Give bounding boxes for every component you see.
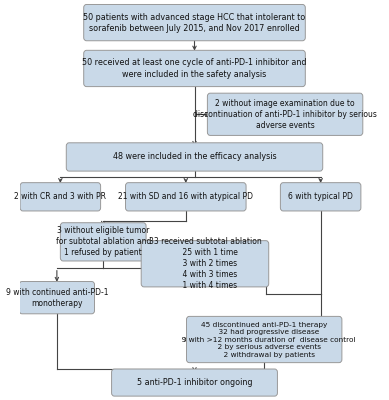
- FancyBboxPatch shape: [84, 4, 305, 41]
- FancyBboxPatch shape: [280, 183, 361, 211]
- FancyBboxPatch shape: [66, 143, 323, 171]
- FancyBboxPatch shape: [112, 369, 277, 396]
- Text: 50 received at least one cycle of anti-PD-1 inhibitor and
were included in the s: 50 received at least one cycle of anti-P…: [82, 58, 307, 78]
- FancyBboxPatch shape: [20, 183, 101, 211]
- FancyBboxPatch shape: [207, 93, 363, 136]
- Text: 2 without image examination due to
discontinuation of anti-PD-1 inhibitor by ser: 2 without image examination due to disco…: [193, 99, 377, 130]
- Text: 6 with typical PD: 6 with typical PD: [288, 192, 353, 201]
- Text: 5 anti-PD-1 inhibitor ongoing: 5 anti-PD-1 inhibitor ongoing: [137, 378, 252, 387]
- Text: 21 with SD and 16 with atypical PD: 21 with SD and 16 with atypical PD: [118, 192, 253, 201]
- Text: 2 with CR and 3 with PR: 2 with CR and 3 with PR: [14, 192, 106, 201]
- FancyBboxPatch shape: [186, 316, 342, 363]
- Text: 3 without eligible tumor
for subtotal ablation and
1 refused by patient: 3 without eligible tumor for subtotal ab…: [56, 226, 151, 258]
- Text: 33 received subtotal ablation
    25 with 1 time
    3 with 2 times
    4 with 3: 33 received subtotal ablation 25 with 1 …: [149, 237, 261, 290]
- Text: 48 were included in the efficacy analysis: 48 were included in the efficacy analysi…: [113, 152, 276, 162]
- FancyBboxPatch shape: [60, 223, 146, 261]
- Text: 50 patients with advanced stage HCC that intolerant to
sorafenib between July 20: 50 patients with advanced stage HCC that…: [83, 12, 306, 33]
- FancyBboxPatch shape: [126, 183, 246, 211]
- FancyBboxPatch shape: [19, 282, 95, 314]
- FancyBboxPatch shape: [141, 241, 269, 287]
- Text: 9 with continued anti-PD-1
monotherapy: 9 with continued anti-PD-1 monotherapy: [5, 288, 108, 308]
- Text: 45 discontinued anti-PD-1 therapy
    32 had progressive disease
    9 with >12 : 45 discontinued anti-PD-1 therapy 32 had…: [172, 322, 356, 358]
- FancyBboxPatch shape: [84, 50, 305, 86]
